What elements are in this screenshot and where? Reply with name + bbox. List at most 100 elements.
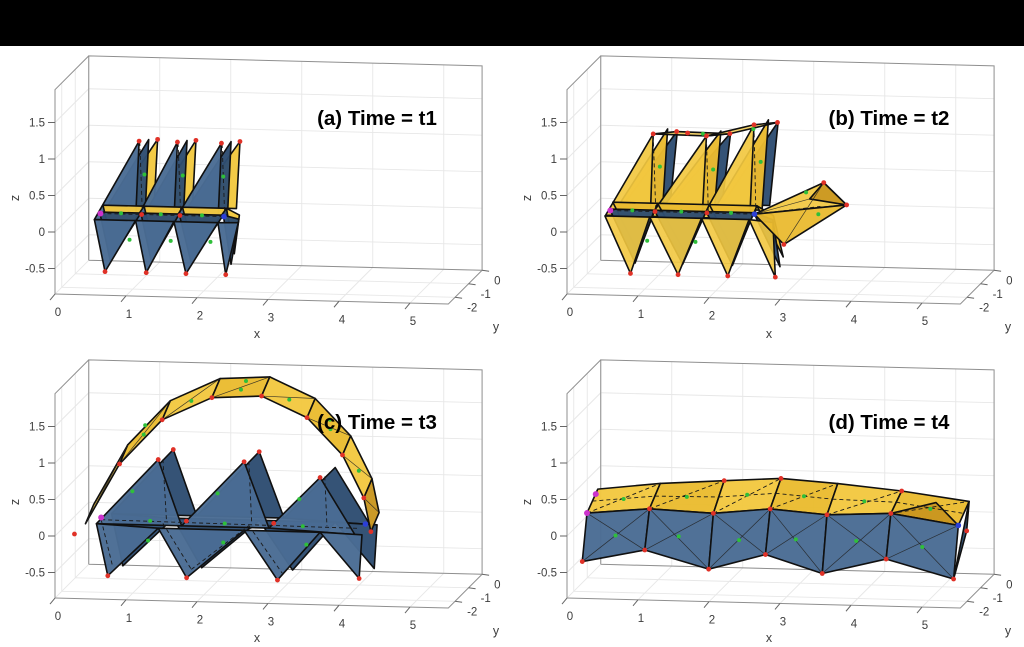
green-vertex-marker [816,212,821,217]
x-tick-label: 3 [268,312,274,324]
blue-vertex-marker [751,211,758,217]
green-vertex-marker [189,398,194,403]
y-tick-label: -1 [481,289,491,301]
dashed-fold-line [652,135,657,211]
red-vertex-marker [727,131,733,137]
gridline-z-leftwall [566,465,602,500]
gridline-x-floor [779,569,815,604]
x-tick [262,603,269,610]
gridline-x-floor [338,267,374,302]
facet-diagonal [826,514,887,560]
z-tick-label: 0 [551,531,557,543]
green-vertex-marker [729,210,734,215]
facet-diagonal [211,376,270,399]
box-left-wall [566,55,602,295]
facet-diagonal [85,444,129,524]
x-tick-label: 1 [638,613,644,625]
box-left-wall [54,359,90,599]
gridline-z-leftwall [54,88,90,123]
z-tick-label: -0.5 [25,264,45,276]
axes-box [48,55,490,310]
axes-box [560,55,1002,310]
green-vertex-marker [328,427,333,432]
box-left-wall [566,359,602,599]
gridline-z-leftwall [566,197,602,233]
gridline-z-leftwall [566,392,602,427]
dashed-fold-line [191,525,250,570]
green-vertex-marker [745,492,750,497]
z-tick-label: 1.5 [29,422,45,434]
facet-diagonal [783,182,825,245]
x-tick [561,293,568,301]
x-axis-label: x [254,327,261,341]
y-tick-label: 0 [494,275,500,287]
x-tick [845,604,852,612]
gridline-z [600,428,995,440]
gridline-z [600,88,995,100]
green-vertex-marker [920,544,925,549]
blue-vertex-marker [221,213,227,220]
red-vertex-marker [675,272,681,278]
green-vertex-marker [621,496,626,501]
magenta-vertex-marker [97,210,104,217]
x-tick-label: 1 [126,309,132,321]
x-tick [262,299,269,306]
y-tick-label: 0 [494,579,500,591]
origami-panel [753,204,848,246]
green-vertex-marker [143,423,148,428]
red-vertex-marker [647,506,652,512]
red-vertex-marker [72,531,77,537]
red-vertex-marker [824,512,830,518]
origami-mesh [93,138,241,276]
y-tick [967,296,975,299]
axis-labels: 0 1 2 3 4 50-1-2-0.500.511.5x yz(a) Time = t1 [8,107,500,341]
z-axis-label: z [8,499,22,505]
green-vertex-marker [221,540,226,545]
green-vertex-marker [679,209,684,214]
x-tick [845,300,852,308]
gridline-y-floor [573,286,968,298]
z-tick-label: 0 [551,227,557,239]
dashed-fold-line [101,519,360,529]
facet-diagonal [765,514,828,555]
z-tick-label: 0.5 [541,191,557,203]
facet-diagonal [363,497,380,513]
origami-panel [93,218,137,273]
z-axis-label: z [520,195,534,201]
x-tick-label: 3 [780,616,786,628]
subplot-a-time-t1: 0 1 2 3 4 50-1-2-0.500.511.5x yz(a) Time = t1 [8,55,500,341]
origami-mesh [604,119,848,278]
facet-diagonal [119,400,171,465]
z-tick-label: 0.5 [29,495,45,507]
subplot-c-time-t3: 0 1 2 3 4 50-1-2-0.500.511.5x yz(c) Time = t3 [8,359,500,645]
x-tick-label: 1 [638,309,644,321]
x-tick [333,604,340,612]
dashed-fold-line [162,523,192,570]
red-vertex-marker [721,478,727,484]
x-tick [774,299,781,306]
gridline-z [88,88,483,100]
red-vertex-marker [775,120,780,125]
green-vertex-marker [222,521,227,526]
gridline-z-leftwall [566,124,602,160]
red-vertex-marker [256,449,262,455]
green-vertex-marker [297,497,302,502]
x-tick-label: 3 [780,312,786,324]
x-tick-label: 5 [410,620,416,632]
gridline-x-floor [637,261,673,297]
green-vertex-marker [684,494,689,499]
gridline-x-floor [921,572,957,608]
green-vertex-marker [711,167,716,172]
y-axis-label: y [1005,624,1012,638]
x-tick-label: 5 [922,620,928,632]
red-vertex-marker [117,461,122,467]
x-tick-label: 4 [339,618,346,630]
green-vertex-marker [854,538,859,543]
subplot-d-time-t4: 0 1 2 3 4 50-1-2-0.500.511.5x yz(d) Time = t4 [520,359,1012,645]
gridline-x-floor [850,571,886,606]
box-floor [54,573,483,609]
gridline-x-floor [850,267,886,302]
red-vertex-marker [751,122,757,128]
red-vertex-marker [183,518,189,524]
red-vertex-marker [155,457,161,462]
